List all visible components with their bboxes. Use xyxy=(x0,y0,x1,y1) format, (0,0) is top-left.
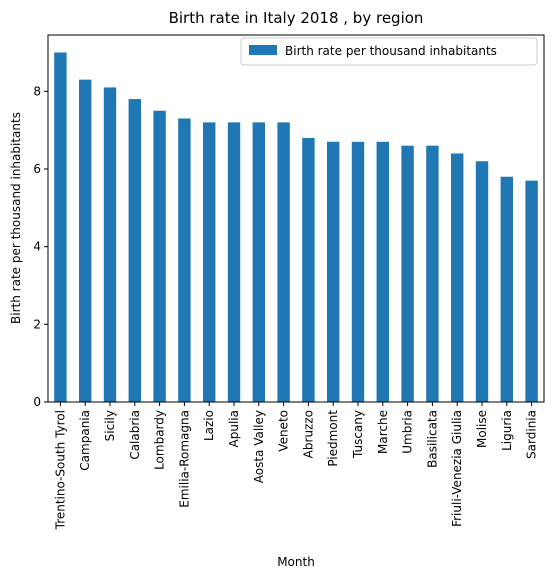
bar-molise xyxy=(475,161,489,402)
bar-veneto xyxy=(277,122,290,402)
bar-abruzzo xyxy=(302,137,315,403)
bar-umbria xyxy=(401,145,414,402)
x-tick-label: Apulia xyxy=(227,410,241,447)
x-tick-label: Aosta Valley xyxy=(252,410,266,483)
bar-emilia-romagna xyxy=(178,118,191,402)
bar-sardinia xyxy=(525,180,538,402)
x-tick-label: Calabria xyxy=(128,410,142,460)
bar-marche xyxy=(376,141,389,403)
x-tick-label: Veneto xyxy=(277,410,291,452)
bar-calabria xyxy=(128,99,141,402)
y-tick-label: 2 xyxy=(33,317,41,331)
x-tick-label: Sicily xyxy=(103,410,117,441)
bar-apulia xyxy=(227,122,241,402)
y-tick-label: 0 xyxy=(33,395,41,409)
x-axis-label: Month xyxy=(277,555,315,569)
x-tick-label: Piedmont xyxy=(326,410,340,467)
bar-tuscany xyxy=(351,141,365,403)
x-tick-label: Marche xyxy=(376,410,390,454)
plot-area: Trentino-South Tyrol Campania Sicily Calabr… xyxy=(33,52,539,530)
bar-friuli-venezia-giulia xyxy=(451,153,464,402)
bar-campania xyxy=(79,79,92,402)
bar-aosta-valley xyxy=(252,122,265,402)
x-tick-label: Molise xyxy=(475,410,489,448)
plot-frame xyxy=(47,34,545,403)
legend-label: Birth rate per thousand inhabitants xyxy=(285,44,497,58)
legend-swatch xyxy=(249,45,277,55)
x-tick-label: Abruzzo xyxy=(301,410,315,458)
chart-title: Birth rate in Italy 2018 , by region xyxy=(169,9,424,27)
x-tick-label: Umbria xyxy=(401,410,415,454)
bar-lazio xyxy=(203,122,216,402)
x-tick-label: Emilia-Romagna xyxy=(177,410,191,508)
bar-liguria xyxy=(500,176,513,402)
bar-sicily xyxy=(103,87,117,403)
x-tick-label: Sardinia xyxy=(525,410,539,459)
x-tick-label: Lazio xyxy=(202,410,216,441)
y-tick-label: 4 xyxy=(33,240,41,254)
x-tick-label: Trentino-South Tyrol xyxy=(53,410,67,530)
x-tick-label: Friuli-Venezia Giulia xyxy=(450,410,464,527)
y-tick-label: 8 xyxy=(33,84,41,98)
y-tick-label: 6 xyxy=(33,162,41,176)
legend: Birth rate per thousand inhabitants xyxy=(240,37,538,66)
legend-box xyxy=(240,37,538,66)
x-tick-label: Basilicata xyxy=(425,410,439,468)
x-tick-label: Tuscany xyxy=(351,410,365,459)
bar-piedmont xyxy=(327,141,340,403)
x-tick-label: Lombardy xyxy=(153,410,167,470)
x-tick-label: Campania xyxy=(78,410,92,471)
bar-trentino-south-tyrol xyxy=(54,52,67,402)
bar-basilicata xyxy=(426,145,439,402)
bar-lombardy xyxy=(153,110,166,402)
x-tick-label: Liguria xyxy=(500,410,514,451)
y-axis-label: Birth rate per thousand inhabitants xyxy=(9,112,23,324)
